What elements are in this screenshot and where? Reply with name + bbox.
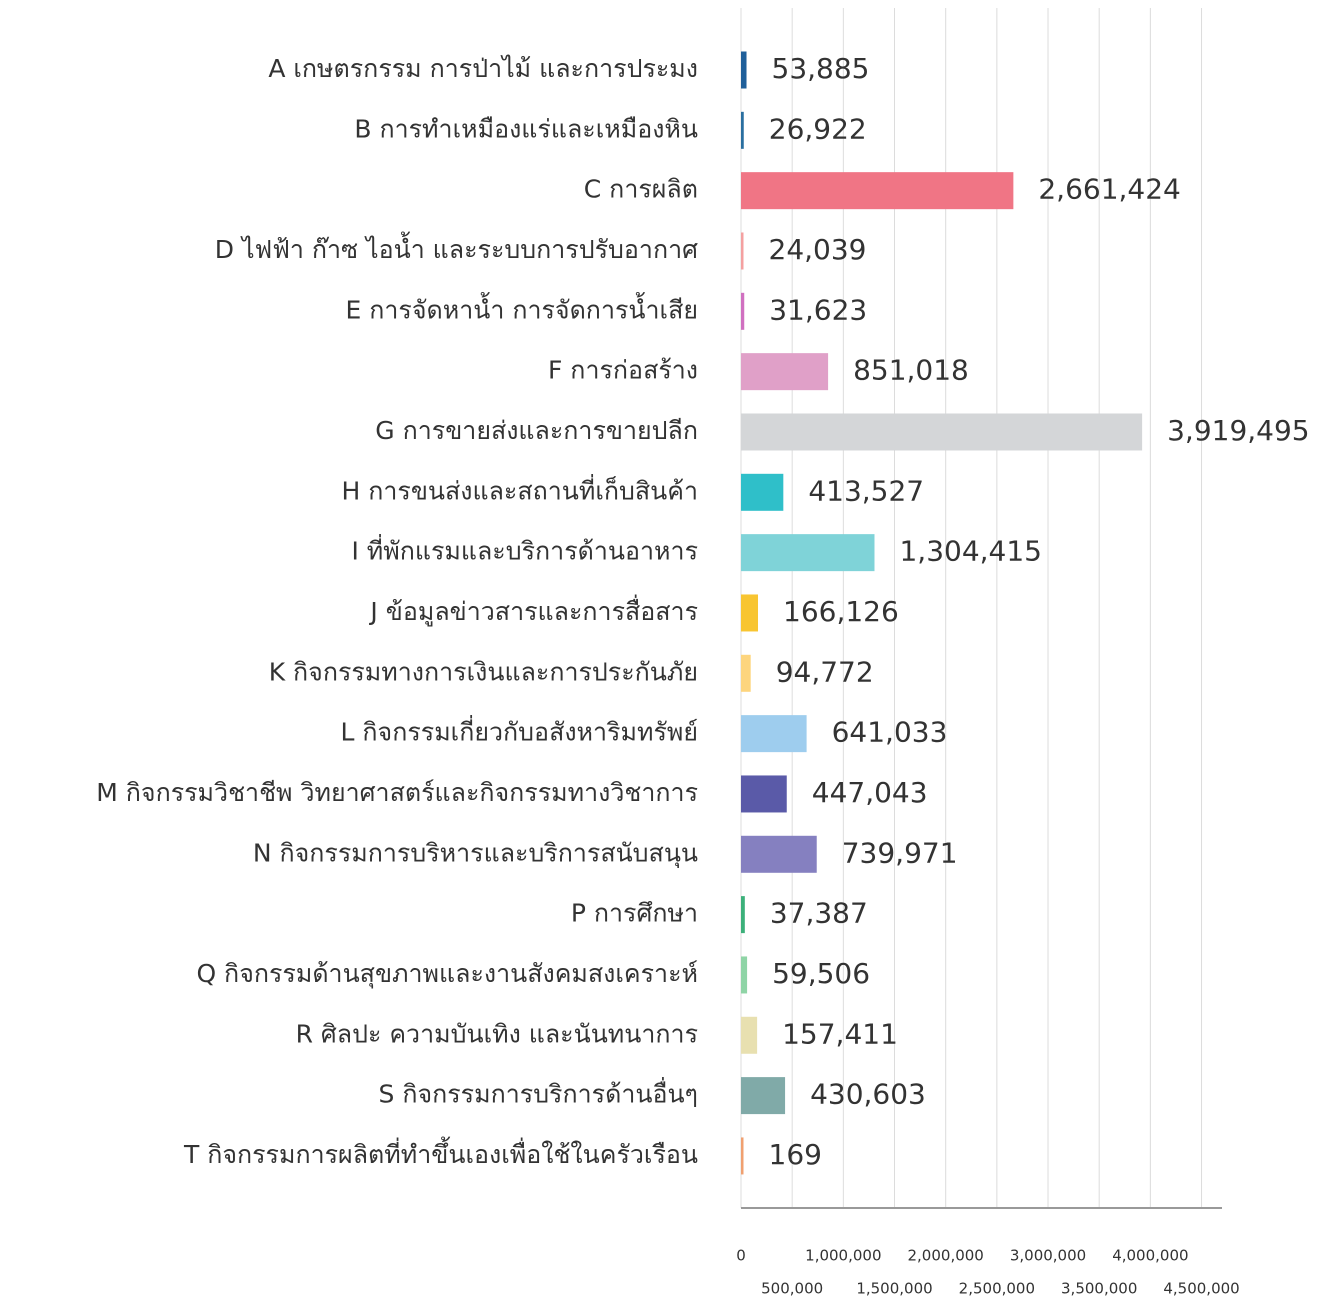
bar (741, 594, 759, 632)
bar (741, 292, 745, 330)
value-label: 166,126 (783, 595, 899, 628)
category-label: T กิจกรรมการผลิตที่ทำขึ้นเองเพื่อใช้ในคร… (183, 1136, 698, 1169)
bar (741, 413, 1143, 451)
value-label: 26,922 (769, 112, 867, 145)
bar (741, 172, 1014, 210)
category-label: M กิจกรรมวิชาชีพ วิทยาศาสตร์และกิจกรรมทา… (96, 778, 698, 807)
category-label: P การศึกษา (571, 899, 698, 928)
value-label: 53,885 (772, 52, 870, 85)
category-label: R ศิลปะ ความบันเทิง และนันทนาการ (296, 1019, 698, 1048)
bar (741, 232, 744, 270)
value-label: 157,411 (782, 1017, 898, 1050)
category-label: A เกษตรกรรม การป่าไม้ และการประมง (268, 54, 698, 83)
bar (741, 1137, 744, 1175)
x-tick-label: 4,500,000 (1163, 1280, 1239, 1298)
category-label: J ข้อมูลข่าวสารและการสื่อสาร (368, 594, 698, 627)
x-tick-label: 1,500,000 (856, 1280, 932, 1298)
bar (741, 835, 817, 873)
x-tick-label: 2,500,000 (959, 1280, 1035, 1298)
bar (741, 473, 784, 511)
value-label: 31,623 (769, 293, 867, 326)
value-label: 851,018 (853, 354, 969, 387)
value-label: 3,919,495 (1167, 414, 1310, 447)
bar (741, 534, 875, 572)
bar (741, 654, 751, 692)
bar (741, 111, 744, 149)
x-tick-label: 0 (736, 1247, 746, 1265)
value-label: 430,603 (810, 1078, 926, 1111)
category-label: S กิจกรรมการบริการด้านอื่นๆ (379, 1077, 698, 1109)
value-label: 24,039 (769, 233, 867, 266)
value-label: 739,971 (842, 836, 958, 869)
value-label: 37,387 (770, 897, 868, 930)
value-label: 94,772 (776, 655, 874, 688)
bar (741, 353, 829, 391)
category-label: B การทำเหมืองแร่และเหมืองหิน (354, 114, 698, 143)
bar (741, 956, 748, 994)
value-label: 1,304,415 (899, 535, 1042, 568)
category-label: C การผลิต (584, 175, 698, 204)
bar (741, 715, 807, 753)
value-label: 59,506 (772, 957, 870, 990)
value-label: 169 (769, 1138, 822, 1171)
value-label: 2,661,424 (1038, 173, 1181, 206)
category-label: H การขนส่งและสถานที่เก็บสินค้า (341, 473, 698, 505)
x-tick-label: 1,000,000 (805, 1247, 881, 1265)
bar (741, 1077, 786, 1115)
category-label: Q กิจกรรมด้านสุขภาพและงานสังคมสงเคราะห์ (196, 959, 698, 989)
value-label: 447,043 (812, 776, 928, 809)
category-label: I ที่พักแรมและบริการด้านอาหาร (351, 534, 698, 566)
x-tick-label: 4,000,000 (1112, 1247, 1188, 1265)
x-tick-label: 500,000 (761, 1280, 823, 1298)
bar (741, 896, 745, 934)
category-label: G การขายส่งและการขายปลีก (375, 416, 698, 445)
value-label: 413,527 (808, 474, 924, 507)
category-label: F การก่อสร้าง (548, 356, 698, 385)
category-label: N กิจกรรมการบริหารและบริการสนับสนุน (253, 838, 698, 868)
value-label: 641,033 (832, 716, 948, 749)
bar (741, 51, 747, 89)
x-tick-label: 3,500,000 (1061, 1280, 1137, 1298)
x-tick-label: 3,000,000 (1010, 1247, 1086, 1265)
category-label: K กิจกรรมทางการเงินและการประกันภัย (269, 657, 698, 686)
category-label: L กิจกรรมเกี่ยวกับอสังหาริมทรัพย์ (341, 715, 698, 747)
bar (741, 1016, 758, 1054)
x-tick-label: 2,000,000 (908, 1247, 984, 1265)
category-label: E การจัดหาน้ำ การจัดการน้ำเสีย (346, 291, 699, 324)
category-label: D ไฟฟ้า ก๊าซ ไอน้ำ และระบบการปรับอากาศ (215, 231, 698, 264)
bar (741, 775, 787, 813)
